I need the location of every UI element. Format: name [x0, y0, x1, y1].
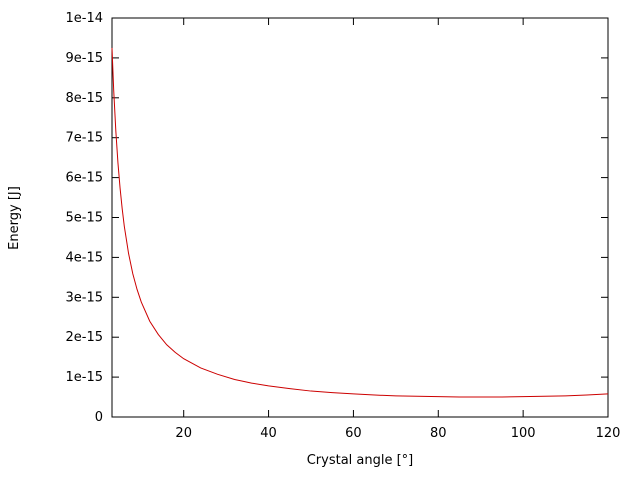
x-tick-label: 40 — [260, 426, 277, 441]
y-tick-label: 2e-15 — [65, 330, 103, 345]
y-tick-label: 7e-15 — [65, 131, 103, 146]
y-tick-label: 9e-15 — [65, 51, 103, 66]
y-tick-label: 1e-15 — [65, 370, 103, 385]
y-tick-label: 0 — [95, 410, 103, 425]
y-axis-label: Energy [J] — [7, 186, 22, 250]
y-tick-label: 5e-15 — [65, 211, 103, 226]
x-tick-label: 80 — [430, 426, 447, 441]
plot-generated-content: 20 40 60 80 100 120 0 1e-15 2e-15 3e-15 4e-15 5e-15… — [65, 11, 620, 441]
x-tick-label: 100 — [511, 426, 536, 441]
y-tick-label: 1e-14 — [65, 11, 103, 26]
y-tick-label: 8e-15 — [65, 91, 103, 106]
y-tick-label: 4e-15 — [65, 250, 103, 265]
x-tick-label: 120 — [596, 426, 621, 441]
x-axis-label: Crystal angle [°] — [307, 453, 414, 468]
y-tick-label: 3e-15 — [65, 290, 103, 305]
axis-border — [111, 17, 609, 418]
x-tick-label: 20 — [175, 426, 192, 441]
series-line-energy-vs-crystal-angle — [111, 47, 609, 398]
x-tick-label: 60 — [345, 426, 362, 441]
y-tick-label: 6e-15 — [65, 171, 103, 186]
